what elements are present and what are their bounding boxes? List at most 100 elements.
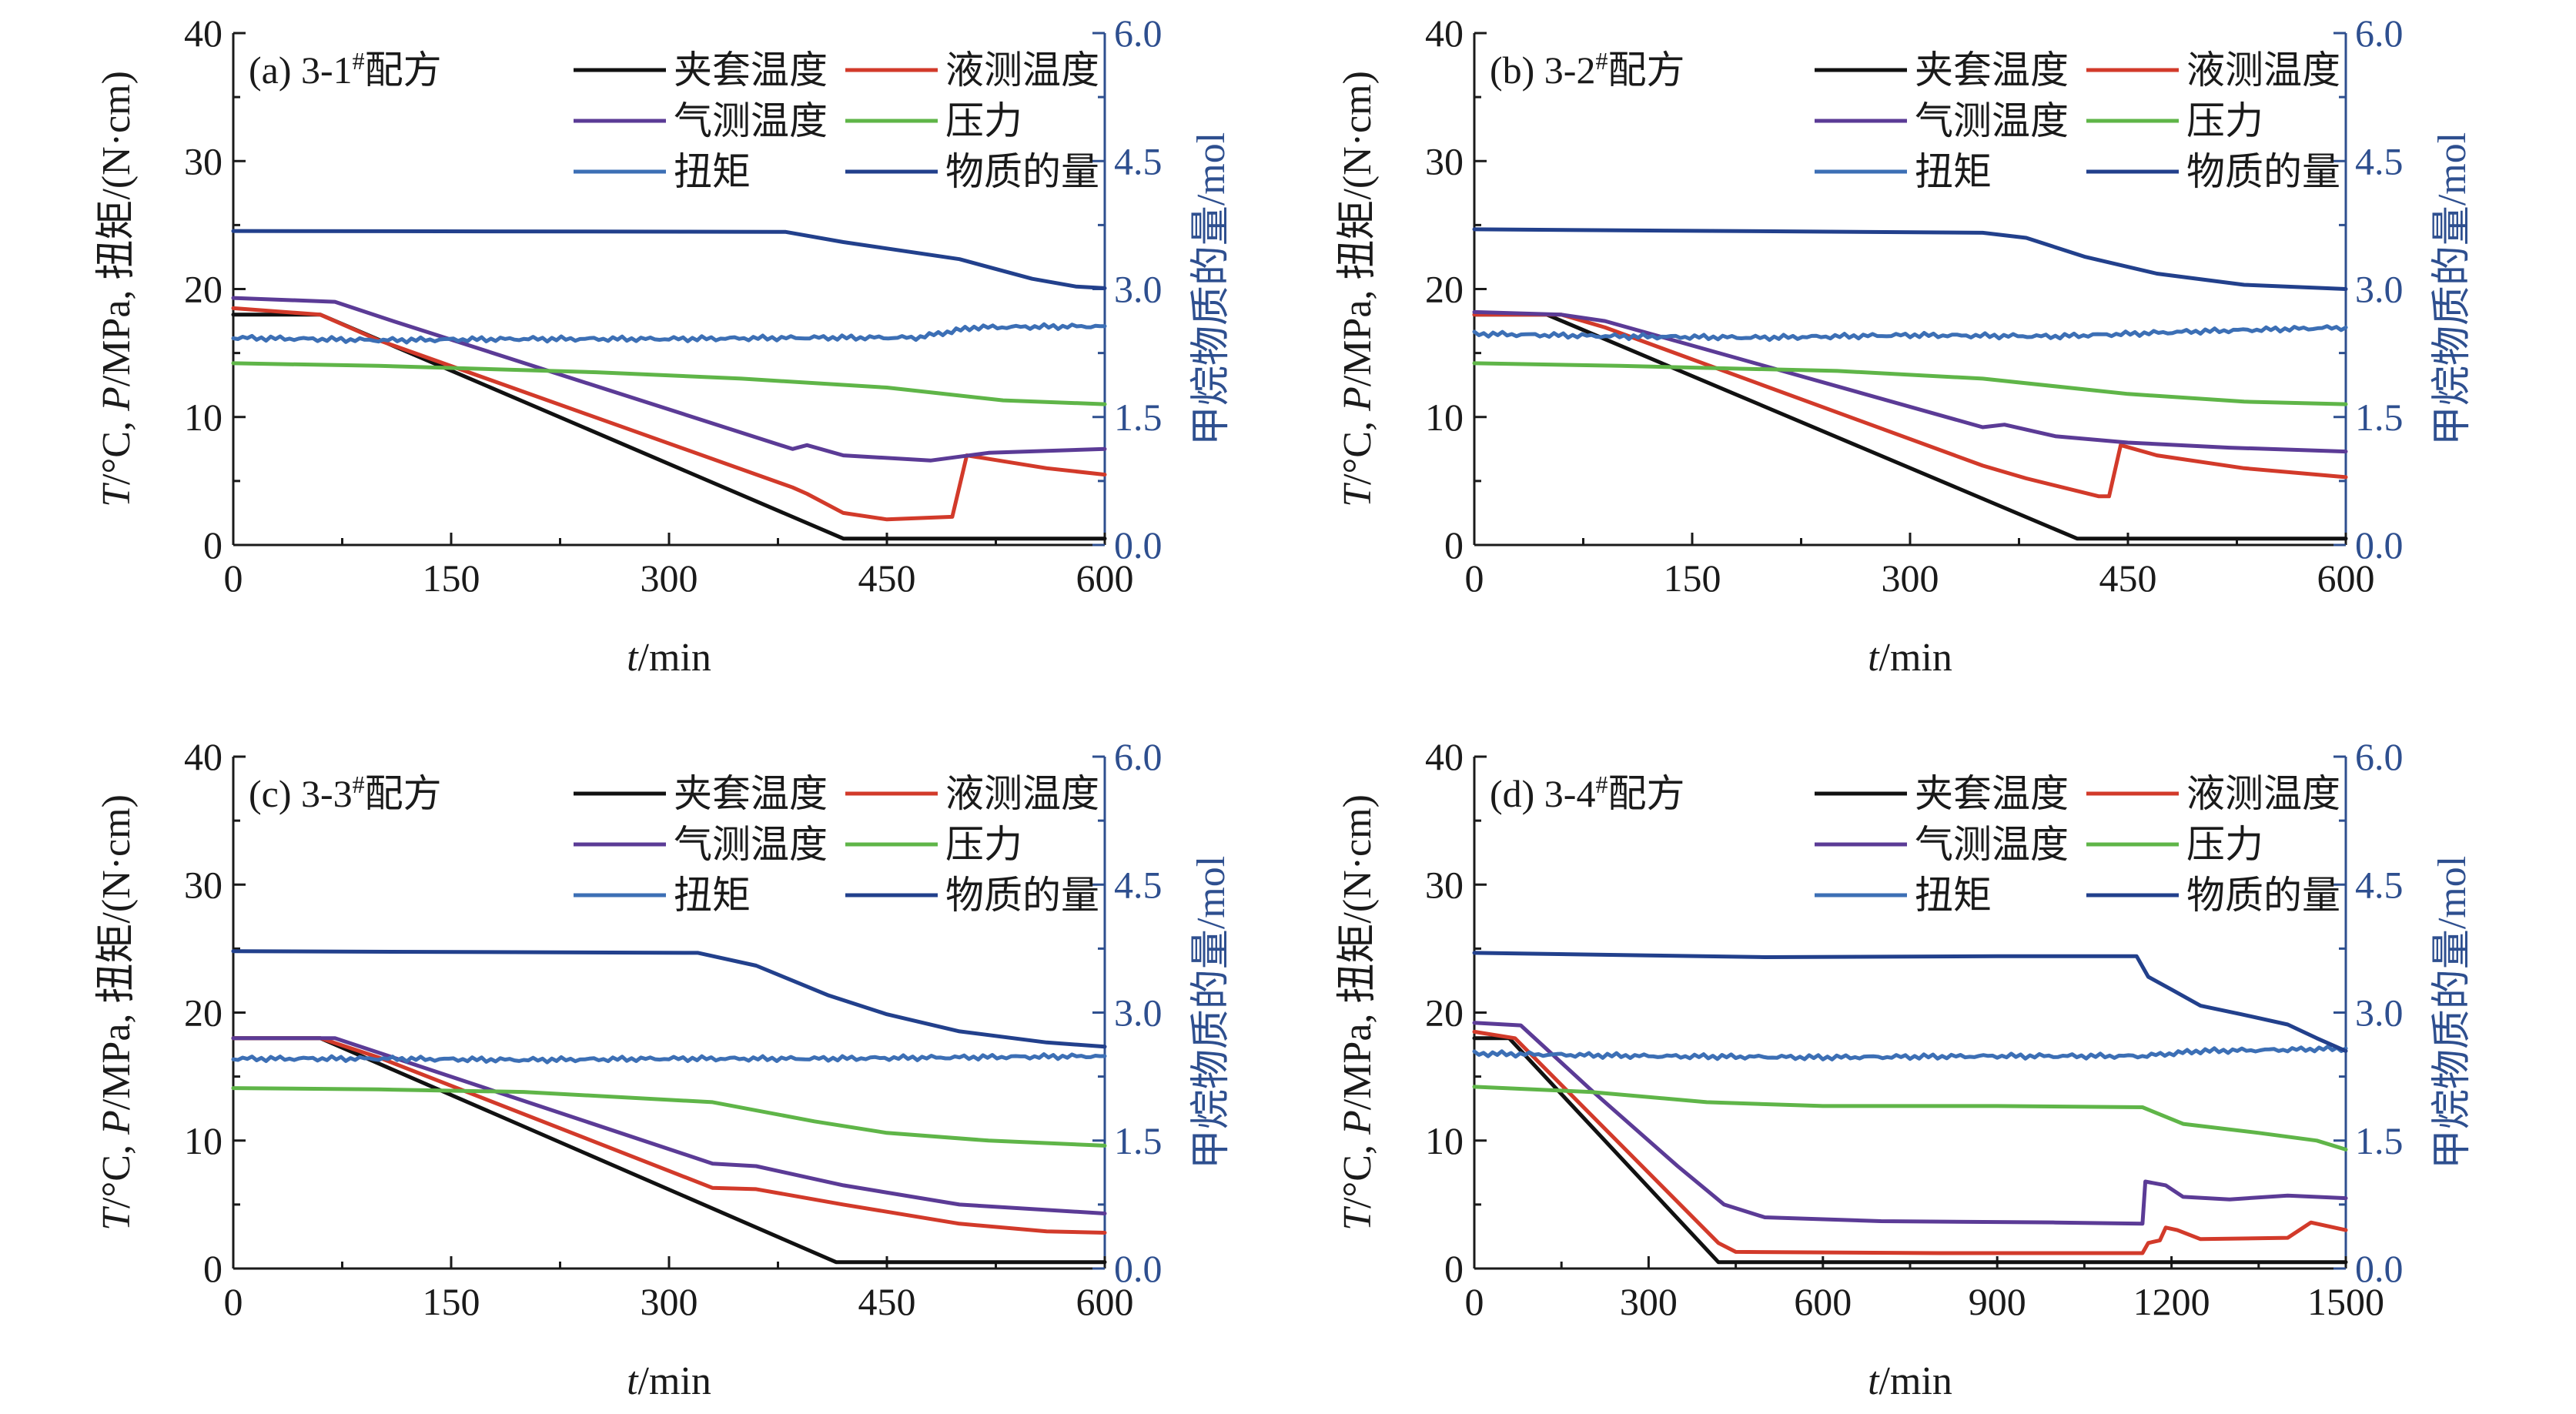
- panel-label: (d) 3-4#配方: [1490, 771, 1684, 815]
- x-tick-label: 300: [641, 557, 698, 600]
- series-line-moles: [1472, 227, 2348, 291]
- y-tick-label: 30: [184, 863, 222, 906]
- series-line-moles: [231, 949, 1107, 1049]
- series-line-pressure: [1472, 361, 2348, 406]
- y-axis-title: T/°C, P/MPa, 扭矩/(N·cm): [1336, 794, 1380, 1231]
- legend-label-torque: 扭矩: [1915, 150, 1992, 193]
- y-tick-label: 40: [184, 12, 222, 55]
- legend-label-moles: 物质的量: [945, 874, 1099, 917]
- legend-label-jacket: 夹套温度: [1915, 772, 2069, 815]
- legend-label-moles: 物质的量: [2186, 874, 2340, 917]
- y-tick-label: 40: [1425, 735, 1464, 778]
- y-tick-label: 0: [1444, 523, 1464, 567]
- x-tick-label: 900: [1969, 1280, 2026, 1323]
- legend-label-jacket: 夹套温度: [1915, 48, 2069, 92]
- y-tick-label: 40: [184, 735, 222, 778]
- legend-label-pressure: 压力: [945, 823, 1022, 866]
- y2-tick-label: 1.5: [2355, 396, 2404, 439]
- y2-axis-title: 甲烷物质的量/mol: [1189, 856, 1233, 1169]
- y-tick-label: 30: [1425, 139, 1464, 182]
- series-line-jacket: [1472, 313, 2348, 541]
- chart-panel-3: 0 150 300 450 600 0 10 20 30 40 0.0 1.5 3.0 4.5 6.0 t/m…: [95, 735, 1233, 1403]
- y2-tick-label: 3.0: [1114, 991, 1163, 1035]
- y2-tick-label: 0.0: [2355, 523, 2404, 567]
- x-tick-label: 0: [1465, 1280, 1484, 1323]
- panel-label: (a) 3-1#配方: [249, 47, 442, 92]
- panel-label: (b) 3-2#配方: [1490, 47, 1684, 92]
- x-tick-label: 0: [1465, 557, 1484, 600]
- series-line-pressure: [231, 361, 1107, 406]
- x-tick-label: 600: [2317, 557, 2375, 600]
- y2-tick-label: 4.5: [1114, 139, 1163, 182]
- y2-axis-title: 甲烷物质的量/mol: [1189, 132, 1233, 446]
- y2-tick-label: 1.5: [1114, 396, 1163, 439]
- series-line-pressure: [231, 1086, 1107, 1148]
- x-tick-label: 300: [641, 1280, 698, 1323]
- y-axis-title: T/°C, P/MPa, 扭矩/(N·cm): [95, 794, 139, 1231]
- x-tick-label: 0: [224, 557, 243, 600]
- legend-label-gas: 气测温度: [1915, 99, 2069, 142]
- y-axis-title: T/°C, P/MPa, 扭矩/(N·cm): [1336, 71, 1380, 507]
- y-tick-label: 10: [1425, 1119, 1464, 1162]
- y2-tick-label: 6.0: [2355, 735, 2404, 778]
- legend-label-torque: 扭矩: [674, 150, 751, 193]
- x-tick-label: 450: [858, 557, 916, 600]
- chart-panel-2: 0 150 300 450 600 0 10 20 30 40 0.0 1.5 3.0 4.5 6.0 t/m…: [1336, 12, 2474, 680]
- y-tick-label: 0: [1444, 1247, 1464, 1290]
- x-tick-label: 600: [1076, 557, 1134, 600]
- panel-label: (c) 3-3#配方: [249, 771, 442, 815]
- legend-label-gas: 气测温度: [674, 823, 828, 866]
- y-tick-label: 20: [184, 991, 222, 1035]
- series-line-jacket: [1472, 1036, 2348, 1265]
- y2-tick-label: 4.5: [2355, 139, 2404, 182]
- y-tick-label: 10: [1425, 396, 1464, 439]
- x-axis-title: t/min: [627, 636, 711, 680]
- series-line-jacket: [231, 313, 1107, 541]
- series-line-torque: [231, 1052, 1107, 1065]
- x-tick-label: 450: [858, 1280, 916, 1323]
- legend-label-pressure: 压力: [2186, 823, 2263, 866]
- y2-tick-label: 1.5: [1114, 1119, 1163, 1162]
- y2-tick-label: 3.0: [1114, 268, 1163, 311]
- series-line-gas: [231, 296, 1107, 463]
- y2-tick-label: 1.5: [2355, 1119, 2404, 1162]
- chart-panel-1: 0 150 300 450 600 0 10 20 30 40 0.0 1.5 3.0 4.5 6.0 t/m…: [95, 12, 1233, 680]
- x-tick-label: 300: [1620, 1280, 1678, 1323]
- legend-label-gas: 气测温度: [1915, 823, 2069, 866]
- y2-axis-title: 甲烷物质的量/mol: [2430, 856, 2474, 1169]
- x-tick-label: 150: [423, 557, 480, 600]
- y2-tick-label: 0.0: [1114, 1247, 1163, 1290]
- x-axis-title: t/min: [1868, 636, 1952, 680]
- legend-label-torque: 扭矩: [1915, 874, 1992, 917]
- series-line-gas: [1472, 309, 2348, 454]
- y2-tick-label: 0.0: [1114, 523, 1163, 567]
- y2-tick-label: 6.0: [2355, 12, 2404, 55]
- x-axis-title: t/min: [627, 1359, 711, 1403]
- y-tick-label: 20: [1425, 991, 1464, 1035]
- series-line-liquid: [1472, 313, 2348, 499]
- legend-label-liquid: 液测温度: [2186, 48, 2340, 92]
- y2-tick-label: 3.0: [2355, 991, 2404, 1035]
- y2-tick-label: 4.5: [1114, 863, 1163, 906]
- y2-tick-label: 0.0: [2355, 1247, 2404, 1290]
- x-tick-label: 300: [1882, 557, 1939, 600]
- y2-tick-label: 6.0: [1114, 735, 1163, 778]
- y-tick-label: 0: [203, 1247, 222, 1290]
- x-tick-label: 600: [1076, 1280, 1134, 1323]
- x-axis-title: t/min: [1868, 1359, 1952, 1403]
- legend-label-liquid: 液测温度: [2186, 772, 2340, 815]
- series-line-liquid: [231, 306, 1107, 522]
- series-line-liquid: [1472, 1029, 2348, 1255]
- series-line-torque: [1472, 1044, 2348, 1061]
- legend-label-gas: 气测温度: [674, 99, 828, 142]
- y-tick-label: 30: [184, 139, 222, 182]
- y-axis-title: T/°C, P/MPa, 扭矩/(N·cm): [95, 71, 139, 507]
- y2-tick-label: 3.0: [2355, 268, 2404, 311]
- x-tick-label: 600: [1794, 1280, 1852, 1323]
- legend-label-jacket: 夹套温度: [674, 772, 828, 815]
- x-tick-label: 450: [2099, 557, 2157, 600]
- legend-label-moles: 物质的量: [945, 150, 1099, 193]
- y-tick-label: 20: [184, 268, 222, 311]
- chart-panel-4: 0 300 600 900 1200 1500 0 10 20 30 40 0.0 1.5 3.0 4.5 6…: [1336, 735, 2474, 1403]
- legend-label-jacket: 夹套温度: [674, 48, 828, 92]
